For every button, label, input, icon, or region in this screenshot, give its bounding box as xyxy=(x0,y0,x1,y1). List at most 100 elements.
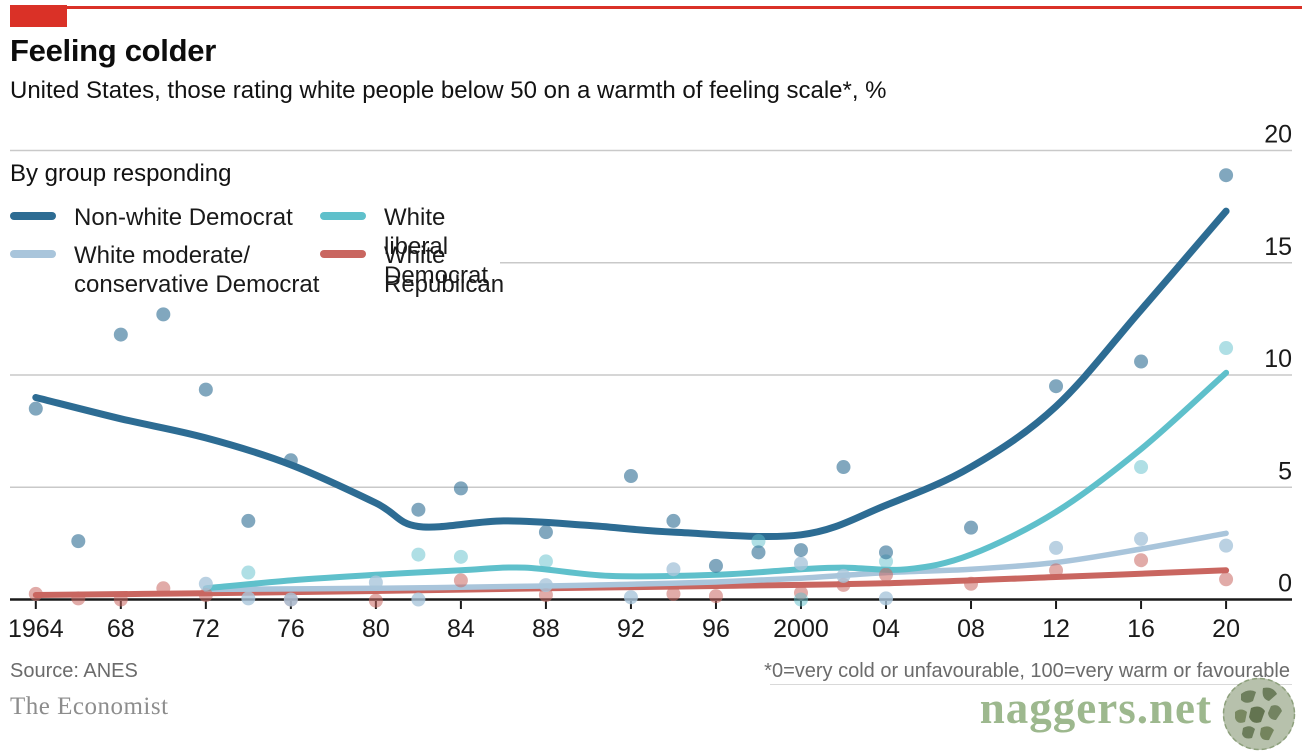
scatter-dot-non-white-democrat xyxy=(113,327,128,342)
scatter-dot-white-republican xyxy=(156,581,171,596)
scatter-dot-non-white-democrat xyxy=(964,520,979,535)
legend-label: Non-white Democrat xyxy=(74,204,293,231)
legend-item-white-moderate-conservative-democrat: White moderate/conservative Democrat xyxy=(10,241,319,299)
x-tick-label: 80 xyxy=(362,615,390,643)
scatter-dot-white-moderate-conservative-democrat xyxy=(836,568,851,583)
scatter-dot-white-moderate-conservative-democrat xyxy=(411,592,426,607)
legend-label: White liberal Democrat xyxy=(384,204,489,289)
legend-swatch-white-liberal-democrat xyxy=(320,212,366,220)
x-tick-label: 68 xyxy=(107,615,135,643)
scatter-dot-white-moderate-conservative-democrat xyxy=(879,591,893,606)
legend-group-label: By group responding xyxy=(10,160,232,187)
scatter-dot-white-liberal-democrat xyxy=(1134,460,1149,475)
scatter-dot-white-liberal-democrat xyxy=(538,554,553,569)
legend-item-white-republican: White Republican xyxy=(320,241,504,299)
footnote-rule xyxy=(770,684,1292,685)
scatter-dot-non-white-democrat xyxy=(71,534,86,549)
top-rule xyxy=(10,6,1302,9)
series-line-white-moderate-conservative-democrat xyxy=(203,530,1229,593)
scatter-dot-white-liberal-democrat xyxy=(751,534,766,549)
scatter-dot-white-moderate-conservative-democrat xyxy=(241,591,256,606)
scatter-dot-non-white-democrat xyxy=(453,481,468,496)
scatter-dot-non-white-democrat xyxy=(793,543,808,558)
x-tick-label: 1964 xyxy=(8,615,64,643)
scatter-dot-non-white-democrat xyxy=(411,502,426,517)
x-tick-label: 2000 xyxy=(773,615,829,643)
scatter-dot-white-republican xyxy=(1134,553,1149,568)
legend-label-line1: White moderate/ xyxy=(74,242,251,269)
scatter-dot-white-moderate-conservative-democrat xyxy=(1134,531,1149,546)
y-tick-label: 20 xyxy=(1264,121,1292,149)
scatter-dot-white-republican xyxy=(538,588,553,603)
scatter-dot-white-moderate-conservative-democrat xyxy=(793,556,808,571)
chart-title: Feeling colder xyxy=(10,33,216,68)
scatter-dot-white-moderate-conservative-democrat xyxy=(368,575,383,590)
scatter-dot-non-white-democrat xyxy=(1219,168,1234,183)
scatter-dot-white-republican xyxy=(453,573,468,588)
scatter-dot-white-republican xyxy=(113,592,128,607)
legend-swatch-white-republican xyxy=(320,250,366,258)
scatter-dot-non-white-democrat xyxy=(28,401,43,416)
x-tick-label: 72 xyxy=(192,615,220,643)
legend-item-white-liberal-democrat: White liberal Democrat xyxy=(320,203,500,290)
legend-label-line2: conservative Democrat xyxy=(74,271,320,298)
scatter-dot-white-moderate-conservative-democrat xyxy=(538,578,553,593)
legend: Non-white Democrat White liberal Democra… xyxy=(0,195,504,298)
watermark-emblem-icon xyxy=(1222,677,1296,751)
scatter-dot-non-white-democrat xyxy=(1134,354,1149,369)
scatter-dot-non-white-democrat xyxy=(666,513,681,528)
scatter-dot-white-liberal-democrat xyxy=(453,549,468,564)
legend-swatch-white-moderate-conservative-democrat xyxy=(10,250,56,258)
scatter-dot-white-republican xyxy=(708,589,723,604)
scatter-dot-non-white-democrat xyxy=(879,545,893,560)
scatter-dot-non-white-democrat xyxy=(156,307,171,322)
scatter-dot-non-white-democrat xyxy=(708,558,723,573)
x-tick-label: 84 xyxy=(447,615,475,643)
scatter-dot-white-republican xyxy=(666,586,681,601)
scatter-dot-non-white-democrat xyxy=(836,460,851,475)
x-tick-label: 88 xyxy=(532,615,560,643)
x-tick-label: 12 xyxy=(1042,615,1070,643)
scatter-dot-white-republican xyxy=(964,576,979,591)
scatter-dot-non-white-democrat xyxy=(623,469,638,484)
x-tick-label: 04 xyxy=(872,615,900,643)
y-tick-label: 10 xyxy=(1264,345,1292,373)
x-tick-label: 92 xyxy=(617,615,645,643)
scatter-dot-white-republican xyxy=(1049,563,1064,578)
scatter-dot-white-republican xyxy=(28,586,43,601)
series-line-white-liberal-democrat xyxy=(202,369,1230,592)
scatter-dot-white-republican xyxy=(879,567,893,582)
legend-label: White Republican xyxy=(384,242,505,298)
y-tick-label: 0 xyxy=(1278,570,1292,598)
y-tick-label: 15 xyxy=(1264,233,1292,261)
scale-footnote: *0=very cold or unfavourable, 100=very w… xyxy=(764,660,1290,682)
scatter-dot-white-moderate-conservative-democrat xyxy=(666,562,681,577)
scatter-dot-white-republican xyxy=(198,588,213,603)
series-line-non-white-democrat xyxy=(32,207,1230,541)
x-tick-label: 76 xyxy=(277,615,305,643)
scatter-dot-white-republican xyxy=(368,593,383,608)
x-tick-label: 20 xyxy=(1212,615,1240,643)
x-tick-label: 96 xyxy=(702,615,730,643)
scatter-dot-white-moderate-conservative-democrat xyxy=(623,590,638,605)
scatter-dot-non-white-democrat xyxy=(283,453,298,468)
scatter-dot-non-white-democrat xyxy=(538,525,553,540)
source-note: Source: ANES xyxy=(10,660,138,682)
scatter-dot-white-liberal-democrat xyxy=(793,592,808,607)
scatter-dot-white-liberal-democrat xyxy=(411,547,426,562)
x-tick-label: 08 xyxy=(957,615,985,643)
legend-label: White moderate/conservative Democrat xyxy=(74,241,319,299)
brand-red-tab xyxy=(10,5,67,27)
scatter-dot-white-moderate-conservative-democrat xyxy=(198,576,213,591)
scatter-dot-non-white-democrat xyxy=(241,513,256,528)
scatter-dot-white-moderate-conservative-democrat xyxy=(283,592,298,607)
series-line-white-republican xyxy=(32,567,1230,598)
y-tick-label: 5 xyxy=(1278,457,1292,485)
scatter-dot-white-liberal-democrat xyxy=(241,565,256,580)
brand-economist: The Economist xyxy=(10,693,169,720)
scatter-dot-non-white-democrat xyxy=(1049,379,1064,394)
scatter-dot-white-republican xyxy=(71,591,86,606)
legend-item-non-white-democrat: Non-white Democrat xyxy=(10,203,293,232)
